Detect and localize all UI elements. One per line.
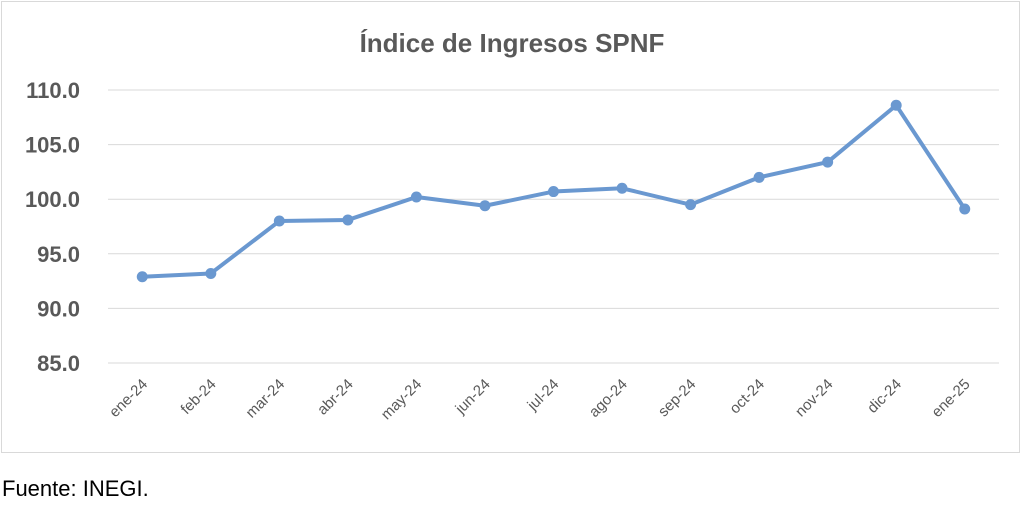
x-tick-label: ago-24 <box>586 376 631 421</box>
x-tick-label: nov-24 <box>792 376 836 420</box>
chart-title: Índice de Ingresos SPNF <box>360 28 665 58</box>
x-tick-label: mar-24 <box>243 376 289 422</box>
x-tick-label: sep-24 <box>655 376 699 420</box>
data-point <box>273 215 285 227</box>
line-chart: Índice de Ingresos SPNF 85.0 90.0 95.0 100.… <box>25 28 999 423</box>
x-axis-tick-labels: ene-24 feb-24 mar-24 abr-24 may-24 jun-24 jul-… <box>106 376 974 423</box>
x-tick-label: may-24 <box>378 376 425 423</box>
data-point <box>753 171 765 183</box>
data-point <box>959 203 971 215</box>
x-tick-label: ene-25 <box>929 376 974 421</box>
y-tick-label: 105.0 <box>25 133 80 158</box>
data-point <box>616 182 628 194</box>
x-tick-label: dic-24 <box>864 376 905 417</box>
data-point <box>685 199 697 211</box>
y-tick-label: 110.0 <box>26 78 80 103</box>
y-tick-label: 95.0 <box>37 242 80 267</box>
x-tick-label: jul-24 <box>524 376 563 415</box>
x-tick-label: ene-24 <box>106 376 151 421</box>
data-point <box>205 267 217 279</box>
series-layer <box>136 99 971 283</box>
y-axis-tick-labels: 85.0 90.0 95.0 100.0 105.0 110.0 <box>25 78 80 376</box>
data-point <box>342 214 354 226</box>
y-tick-label: 90.0 <box>37 296 80 321</box>
x-tick-label: feb-24 <box>178 376 220 418</box>
chart-frame: Índice de Ingresos SPNF 85.0 90.0 95.0 100.… <box>1 1 1020 453</box>
data-point <box>548 186 559 198</box>
y-tick-label: 100.0 <box>25 187 80 212</box>
data-point <box>410 191 422 203</box>
data-point <box>479 200 491 212</box>
y-tick-label: 85.0 <box>37 351 80 376</box>
x-tick-label: oct-24 <box>726 376 768 418</box>
gridlines <box>108 89 999 364</box>
data-point <box>890 99 902 111</box>
x-tick-label: abr-24 <box>314 376 357 419</box>
data-point <box>822 156 834 168</box>
x-tick-label: jun-24 <box>452 376 494 418</box>
data-point <box>136 271 148 283</box>
source-note: Fuente: INEGI. <box>2 476 149 501</box>
